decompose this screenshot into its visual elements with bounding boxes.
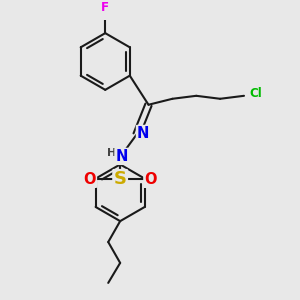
Text: F: F	[101, 1, 109, 14]
Text: Cl: Cl	[249, 87, 262, 100]
Text: H: H	[107, 148, 116, 158]
Text: O: O	[83, 172, 96, 187]
Text: N: N	[116, 149, 128, 164]
Text: N: N	[137, 126, 149, 141]
Text: S: S	[114, 170, 127, 188]
Text: O: O	[144, 172, 157, 187]
